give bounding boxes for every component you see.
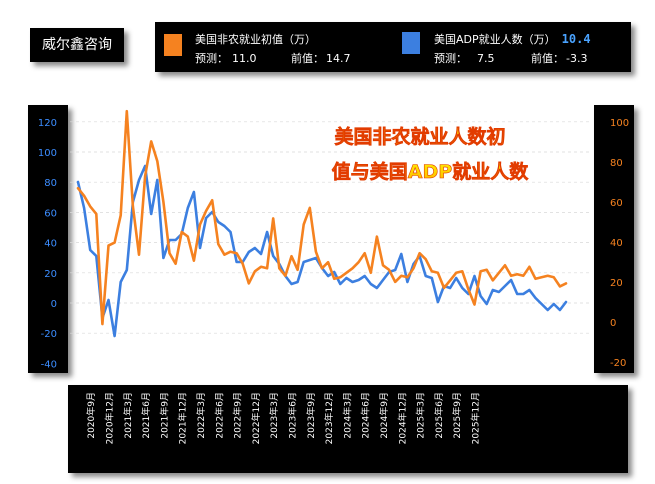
legend-adp-value: 10.4 — [561, 32, 591, 46]
right-axis-panel — [594, 105, 634, 373]
x-tick-label: 2023年3月 — [268, 392, 280, 439]
left-tick-label: 60 — [44, 208, 57, 219]
x-tick-label: 2024年6月 — [360, 392, 372, 439]
legend-nfp-forecast-value: 11.0 — [232, 52, 257, 65]
legend-swatch-nfp — [164, 34, 182, 56]
legend-nfp-previous: 前值： 14.7 — [291, 50, 351, 66]
gridlines — [70, 121, 590, 334]
x-tick-label: 2022年6月 — [213, 392, 225, 439]
legend-adp: 美国ADP就业人数（万） 10.4 — [434, 31, 591, 47]
legend-name-adp: 美国ADP就业人数（万） — [434, 33, 556, 46]
x-tick-label: 2024年9月 — [378, 392, 390, 439]
x-tick-label: 2020年12月 — [104, 392, 116, 444]
legend-adp-previous-label: 前值： — [531, 52, 564, 65]
left-tick-label: 100 — [38, 148, 57, 159]
legend-nfp-forecast: 预测： 11.0 — [195, 50, 257, 66]
legend-adp-forecast-value: 7.5 — [477, 52, 495, 65]
brand-logo-box: 威尔鑫咨询 — [30, 28, 124, 62]
chart-title-line-2: 值与美国ADP就业人数 — [332, 160, 529, 183]
x-tick-label: 2022年3月 — [195, 392, 207, 439]
series-line-adp — [76, 164, 568, 338]
legend-nfp-forecast-label: 预测： — [195, 52, 228, 65]
x-tick-label: 2021年9月 — [158, 392, 170, 439]
left-tick-label: 80 — [44, 178, 57, 189]
x-axis: 2020年9月 2020年12月 2021年3月 2021年6月 2021年9月 2021… — [85, 392, 481, 444]
left-tick-label: 20 — [44, 269, 57, 280]
right-tick-label: 80 — [610, 158, 623, 169]
x-tick-label: 2025年6月 — [433, 392, 445, 439]
legend-adp-previous: 前值： -3.3 — [531, 50, 587, 66]
left-tick-label: -20 — [41, 329, 57, 340]
x-tick-label: 2024年3月 — [341, 392, 353, 439]
legend-nfp-previous-label: 前值： — [291, 52, 324, 65]
x-tick-label: 2022年12月 — [250, 392, 262, 444]
legend-swatch-adp — [402, 32, 420, 54]
x-tick-label: 2020年9月 — [85, 392, 97, 439]
right-tick-label: 60 — [610, 198, 623, 209]
left-axis-panel — [28, 105, 68, 373]
x-tick-label: 2021年12月 — [177, 392, 189, 444]
legend-name-nfp: 美国非农就业初值（万） — [195, 33, 316, 46]
series-lines — [76, 109, 568, 338]
legend-adp-previous-value: -3.3 — [566, 52, 588, 65]
x-tick-label: 2021年3月 — [122, 392, 134, 439]
left-y-axis: -40 -20 0 20 40 60 80 100 120 — [38, 118, 57, 371]
brand-name: 威尔鑫咨询 — [42, 37, 112, 53]
left-tick-label: 0 — [51, 299, 57, 310]
x-tick-label: 2023年9月 — [305, 392, 317, 439]
x-axis-panel — [68, 385, 628, 473]
series-line-nfp — [76, 109, 568, 326]
x-tick-label: 2025年9月 — [451, 392, 463, 439]
right-y-axis: -20 0 20 40 60 80 100 — [610, 118, 629, 369]
right-tick-label: -20 — [610, 358, 626, 369]
right-tick-label: 100 — [610, 118, 629, 129]
left-tick-label: 40 — [44, 239, 57, 250]
x-tick-label: 2025年12月 — [470, 392, 482, 444]
x-tick-label: 2021年6月 — [140, 392, 152, 439]
legend-nfp-previous-value: 14.7 — [326, 52, 351, 65]
legend-panel: 美国非农就业初值（万） 预测： 11.0 前值： 14.7 美国ADP就业人数（万）… — [155, 22, 631, 72]
chart-title-line-1: 美国非农就业人数初 — [334, 125, 505, 148]
left-tick-label: 120 — [38, 118, 57, 129]
x-tick-label: 2025年3月 — [415, 392, 427, 439]
x-tick-label: 2024年12月 — [396, 392, 408, 444]
legend-adp-forecast: 预测： 7.5 — [434, 50, 495, 66]
x-tick-label: 2023年6月 — [287, 392, 299, 439]
x-tick-label: 2022年9月 — [232, 392, 244, 439]
legend-adp-forecast-label: 预测： — [434, 52, 467, 65]
right-tick-label: 40 — [610, 238, 623, 249]
left-tick-label: -40 — [41, 359, 57, 370]
x-tick-label: 2023年12月 — [323, 392, 335, 444]
right-tick-label: 20 — [610, 278, 623, 289]
right-tick-label: 0 — [610, 318, 616, 329]
